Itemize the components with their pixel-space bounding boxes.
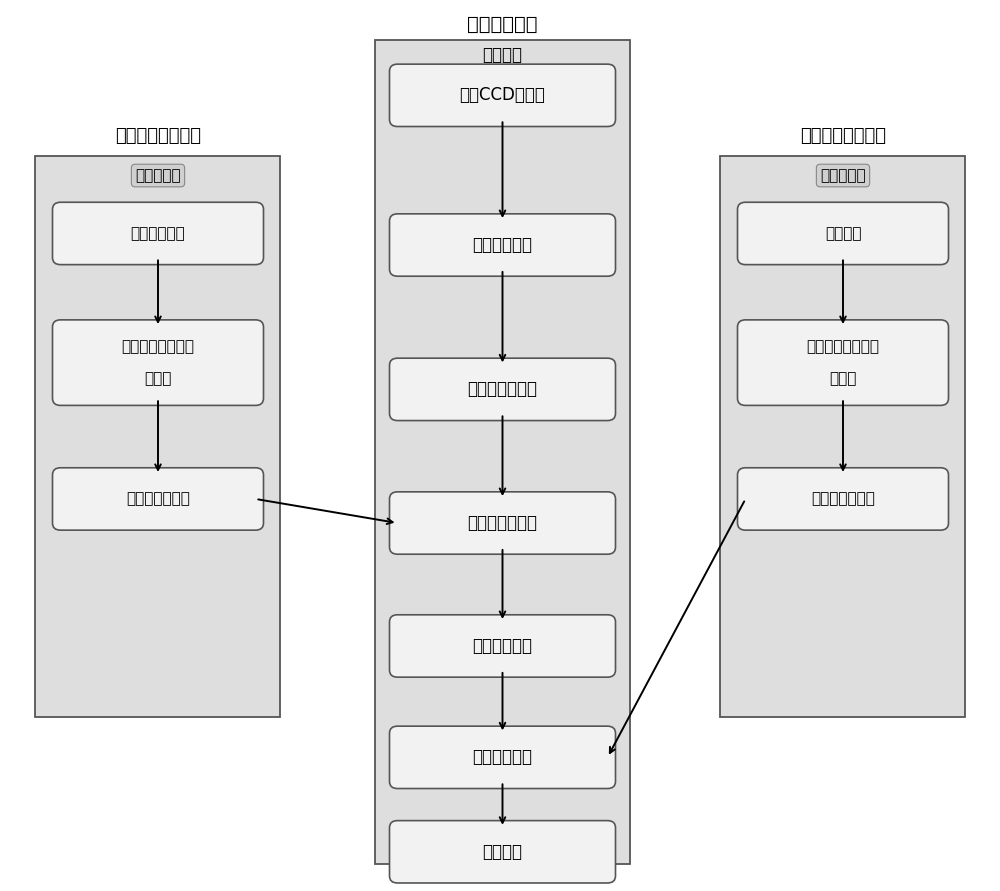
Text: 折角塞门的定位: 折角塞门的定位 [467,514,538,532]
Text: 提取梯度编码直方: 提取梯度编码直方 [122,339,194,354]
Text: 生成分类器参数: 生成分类器参数 [811,492,875,506]
Text: 生成分类器参数: 生成分类器参数 [126,492,190,506]
FancyBboxPatch shape [52,202,264,265]
FancyBboxPatch shape [737,320,948,405]
FancyBboxPatch shape [389,821,615,883]
Text: 图像采集模块: 图像采集模块 [467,14,538,34]
FancyBboxPatch shape [389,358,615,421]
Text: 动态图像采集: 动态图像采集 [472,236,532,254]
FancyBboxPatch shape [52,468,264,530]
Bar [720,156,965,717]
Text: 高速CCD摄像机: 高速CCD摄像机 [460,86,545,104]
Text: 图特征: 图特征 [144,372,172,386]
Text: 设置把手区域: 设置把手区域 [472,637,532,655]
FancyBboxPatch shape [737,202,948,265]
FancyBboxPatch shape [737,468,948,530]
Text: 识别结果: 识别结果 [482,843,522,861]
Text: 图特征: 图特征 [829,372,857,386]
FancyBboxPatch shape [389,492,615,554]
Text: 把手图像: 把手图像 [825,226,861,241]
Text: 折角塞门定位模块: 折角塞门定位模块 [115,127,201,145]
FancyBboxPatch shape [389,726,615,789]
FancyBboxPatch shape [389,214,615,276]
Bar [35,156,280,717]
Text: 故障检测前: 故障检测前 [135,168,181,183]
Text: 把手丢失判别: 把手丢失判别 [472,748,532,766]
FancyBboxPatch shape [389,64,615,127]
FancyBboxPatch shape [52,320,264,405]
Bar [375,40,630,864]
Text: 把手丢失判别模块: 把手丢失判别模块 [800,127,886,145]
Text: 故障检测前: 故障检测前 [820,168,866,183]
Text: 折角塞门图像: 折角塞门图像 [131,226,185,241]
Text: 在线检测: 在线检测 [482,46,522,64]
Text: 提取梯度编码直方: 提取梯度编码直方 [806,339,880,354]
FancyBboxPatch shape [389,615,615,677]
Text: 故障识别计算机: 故障识别计算机 [467,380,538,398]
